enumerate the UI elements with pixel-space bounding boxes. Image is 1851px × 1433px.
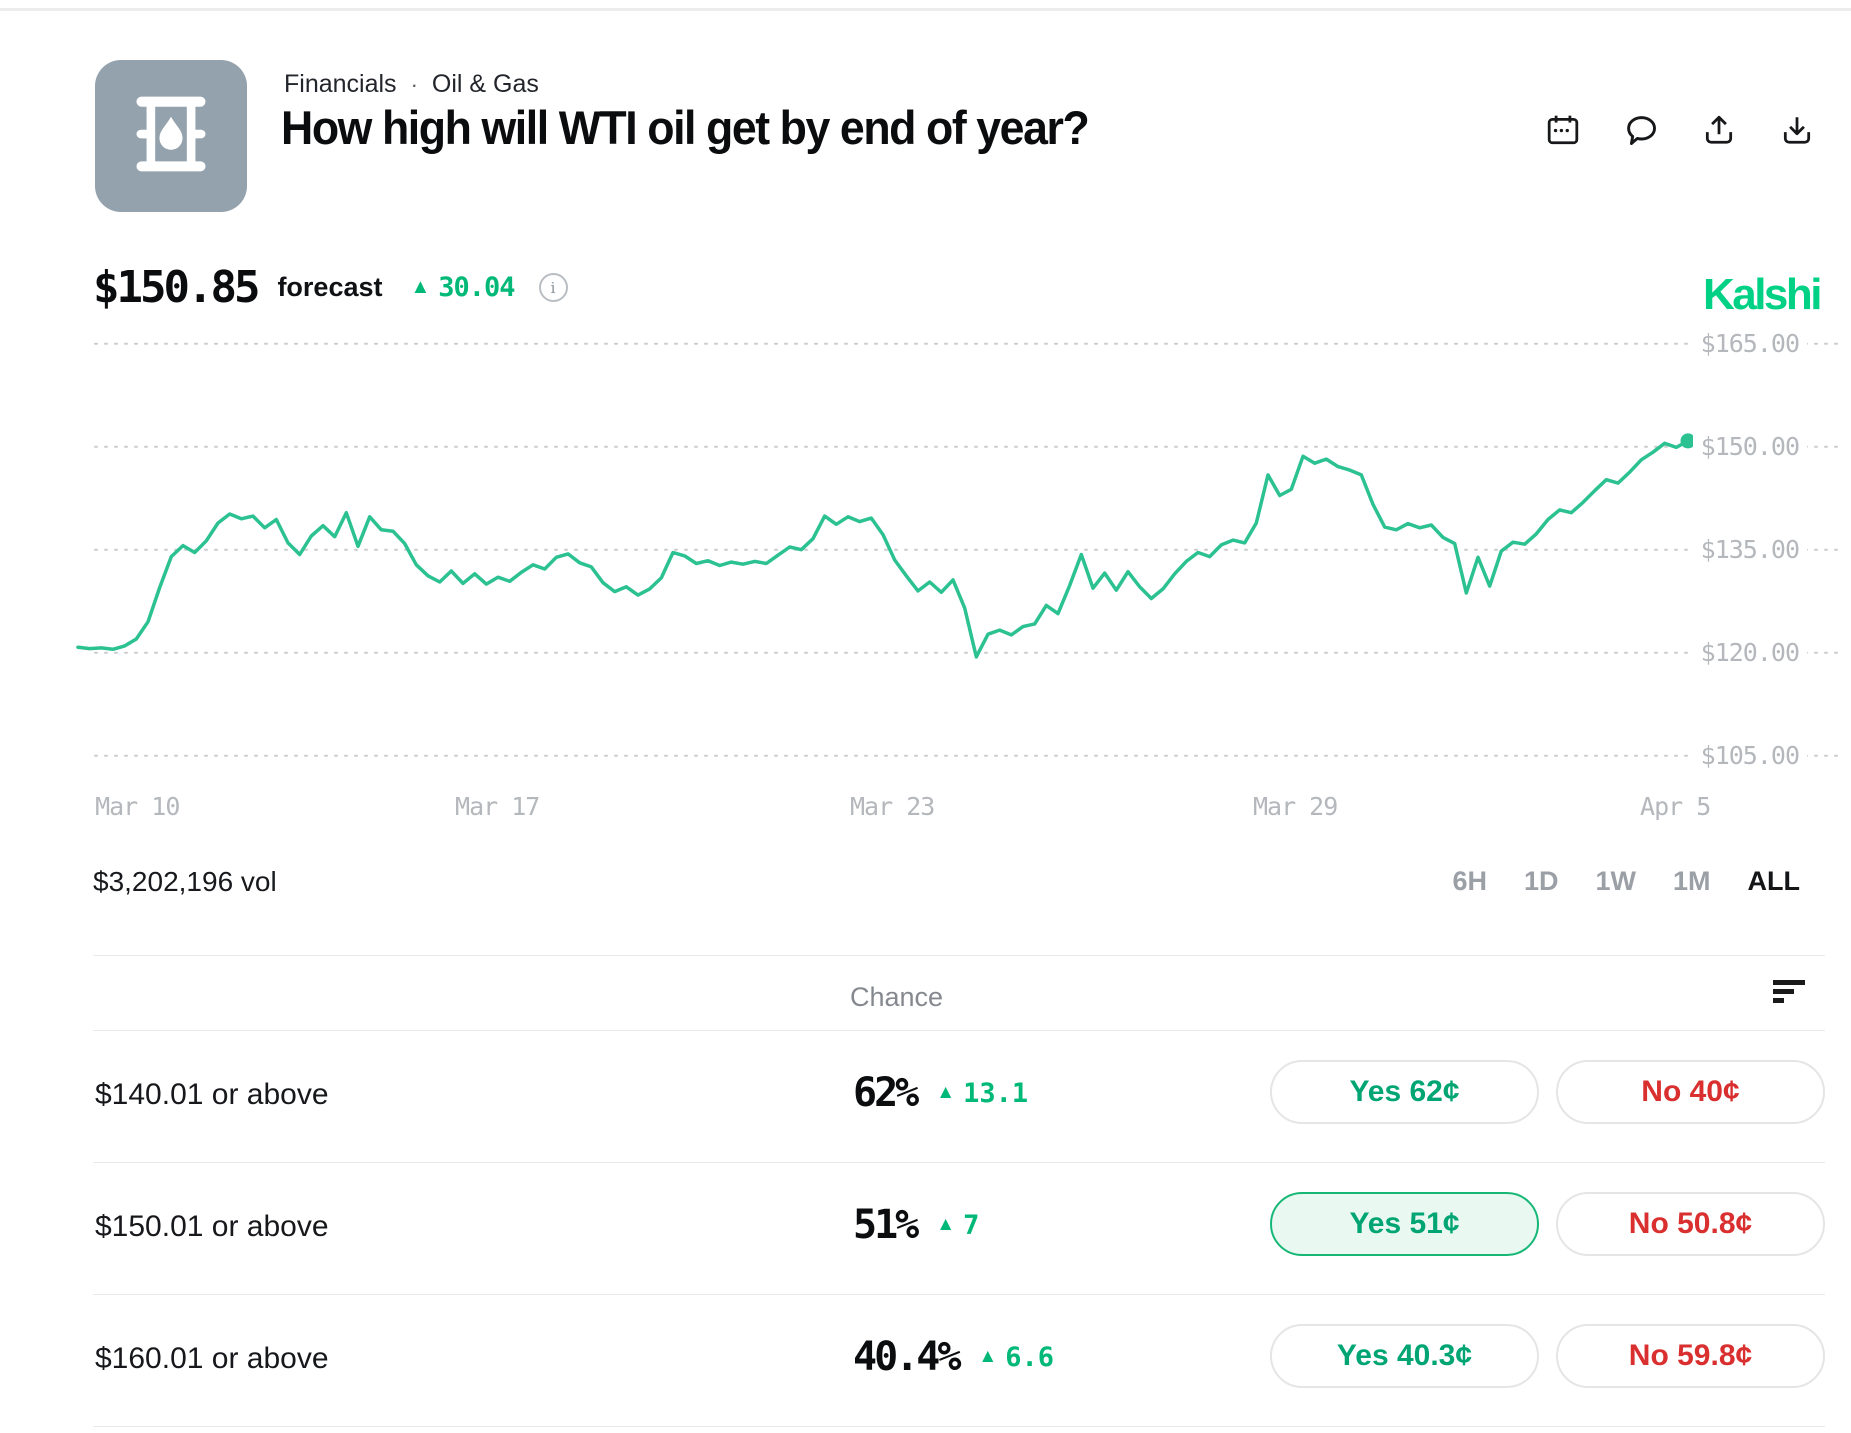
no-button[interactable]: No 59.8¢ [1556, 1324, 1825, 1388]
yes-button[interactable]: Yes 40.3¢ [1270, 1324, 1539, 1388]
time-range-selector: 6H 1D 1W 1M ALL [1452, 866, 1800, 897]
divider [93, 955, 1825, 956]
x-axis-label: Mar 10 [95, 792, 180, 821]
breadcrumb-category[interactable]: Financials [284, 70, 397, 98]
price-chart[interactable]: $165.00 $150.00 $135.00 $120.00 $105.00 Mar … [0, 329, 1851, 835]
no-button[interactable]: No 50.8¢ [1556, 1192, 1825, 1256]
y-axis-label: $135.00 [1692, 535, 1807, 564]
forecast-line [76, 439, 1690, 659]
y-axis-label: $120.00 [1692, 638, 1807, 667]
divider [93, 1426, 1825, 1427]
info-icon[interactable]: i [538, 273, 568, 302]
header-actions [1544, 108, 1816, 152]
time-range-6h[interactable]: 6H [1452, 866, 1487, 896]
comment-icon[interactable] [1622, 108, 1660, 152]
x-axis-label: Mar 23 [849, 792, 935, 821]
share-icon[interactable] [1700, 108, 1738, 152]
market-row-label: $160.01 or above [95, 1342, 329, 1375]
calendar-icon[interactable] [1544, 108, 1582, 152]
volume-text: $3,202,196 vol [93, 866, 277, 897]
no-button[interactable]: No 40¢ [1556, 1060, 1825, 1124]
chance-delta: 6.6 [1005, 1341, 1055, 1373]
up-arrow-icon: ▲ [936, 1082, 956, 1103]
market-row: $140.01 or above 62% ▲ 13.1 Yes 62¢ No 4… [0, 1030, 1851, 1162]
y-axis-label: $150.00 [1692, 432, 1807, 461]
forecast-delta-value: 30.04 [438, 272, 515, 303]
chance-percent: 51% [853, 1202, 919, 1248]
chance-cell: 51% ▲ 7 [853, 1202, 979, 1248]
time-range-1w[interactable]: 1W [1595, 866, 1637, 896]
divider [93, 1030, 1825, 1031]
market-row-label: $150.01 or above [95, 1210, 329, 1243]
chance-delta: 13.1 [963, 1077, 1029, 1109]
forecast-value: $150.85 [93, 262, 260, 313]
oil-barrel-icon [125, 84, 217, 189]
x-axis-label: Apr 5 [1640, 792, 1711, 821]
chance-cell: 40.4% ▲ 6.6 [853, 1334, 1054, 1380]
market-row: $160.01 or above 40.4% ▲ 6.6 Yes 40.3¢ N… [0, 1294, 1851, 1426]
chance-delta: 7 [963, 1209, 980, 1241]
last-price-dot [1680, 433, 1696, 449]
breadcrumb-subcategory[interactable]: Oil & Gas [431, 70, 539, 98]
forecast-delta: ▲ 30.04 [410, 272, 515, 303]
x-axis-label: Mar 29 [1252, 792, 1338, 821]
yes-button[interactable]: Yes 62¢ [1270, 1060, 1539, 1124]
price-chart-canvas[interactable] [0, 330, 1851, 835]
kalshi-logo: Kalshi [1702, 270, 1823, 319]
up-arrow-icon: ▲ [936, 1214, 956, 1235]
forecast-row: $150.85 forecast ▲ 30.04 i [93, 262, 568, 313]
sort-icon[interactable] [1773, 980, 1807, 1003]
market-row-label: $140.01 or above [95, 1078, 329, 1111]
time-range-all[interactable]: ALL [1747, 866, 1800, 896]
window-top-border [0, 8, 1851, 11]
divider [93, 1162, 1825, 1163]
time-range-1d[interactable]: 1D [1523, 866, 1559, 896]
chance-column-header: Chance [850, 982, 944, 1012]
page-title: How high will WTI oil get by end of year… [281, 101, 1090, 154]
market-row: $150.01 or above 51% ▲ 7 Yes 51¢ No 50.8… [0, 1162, 1851, 1294]
market-icon-tile [95, 60, 247, 212]
chance-percent: 62% [853, 1070, 919, 1116]
divider [93, 1294, 1825, 1295]
breadcrumb-separator: · [410, 71, 418, 97]
up-arrow-icon: ▲ [978, 1346, 998, 1367]
yes-button[interactable]: Yes 51¢ [1270, 1192, 1539, 1256]
forecast-label: forecast [277, 272, 383, 302]
y-axis-label: $105.00 [1692, 741, 1807, 770]
x-axis-label: Mar 17 [455, 792, 540, 821]
download-icon[interactable] [1778, 108, 1816, 152]
breadcrumb: Financials · Oil & Gas [284, 70, 539, 99]
time-range-1m[interactable]: 1M [1673, 866, 1711, 896]
chance-percent: 40.4% [853, 1334, 961, 1380]
chance-cell: 62% ▲ 13.1 [853, 1070, 1028, 1116]
y-axis-label: $165.00 [1692, 329, 1807, 358]
up-arrow-icon: ▲ [410, 276, 431, 298]
